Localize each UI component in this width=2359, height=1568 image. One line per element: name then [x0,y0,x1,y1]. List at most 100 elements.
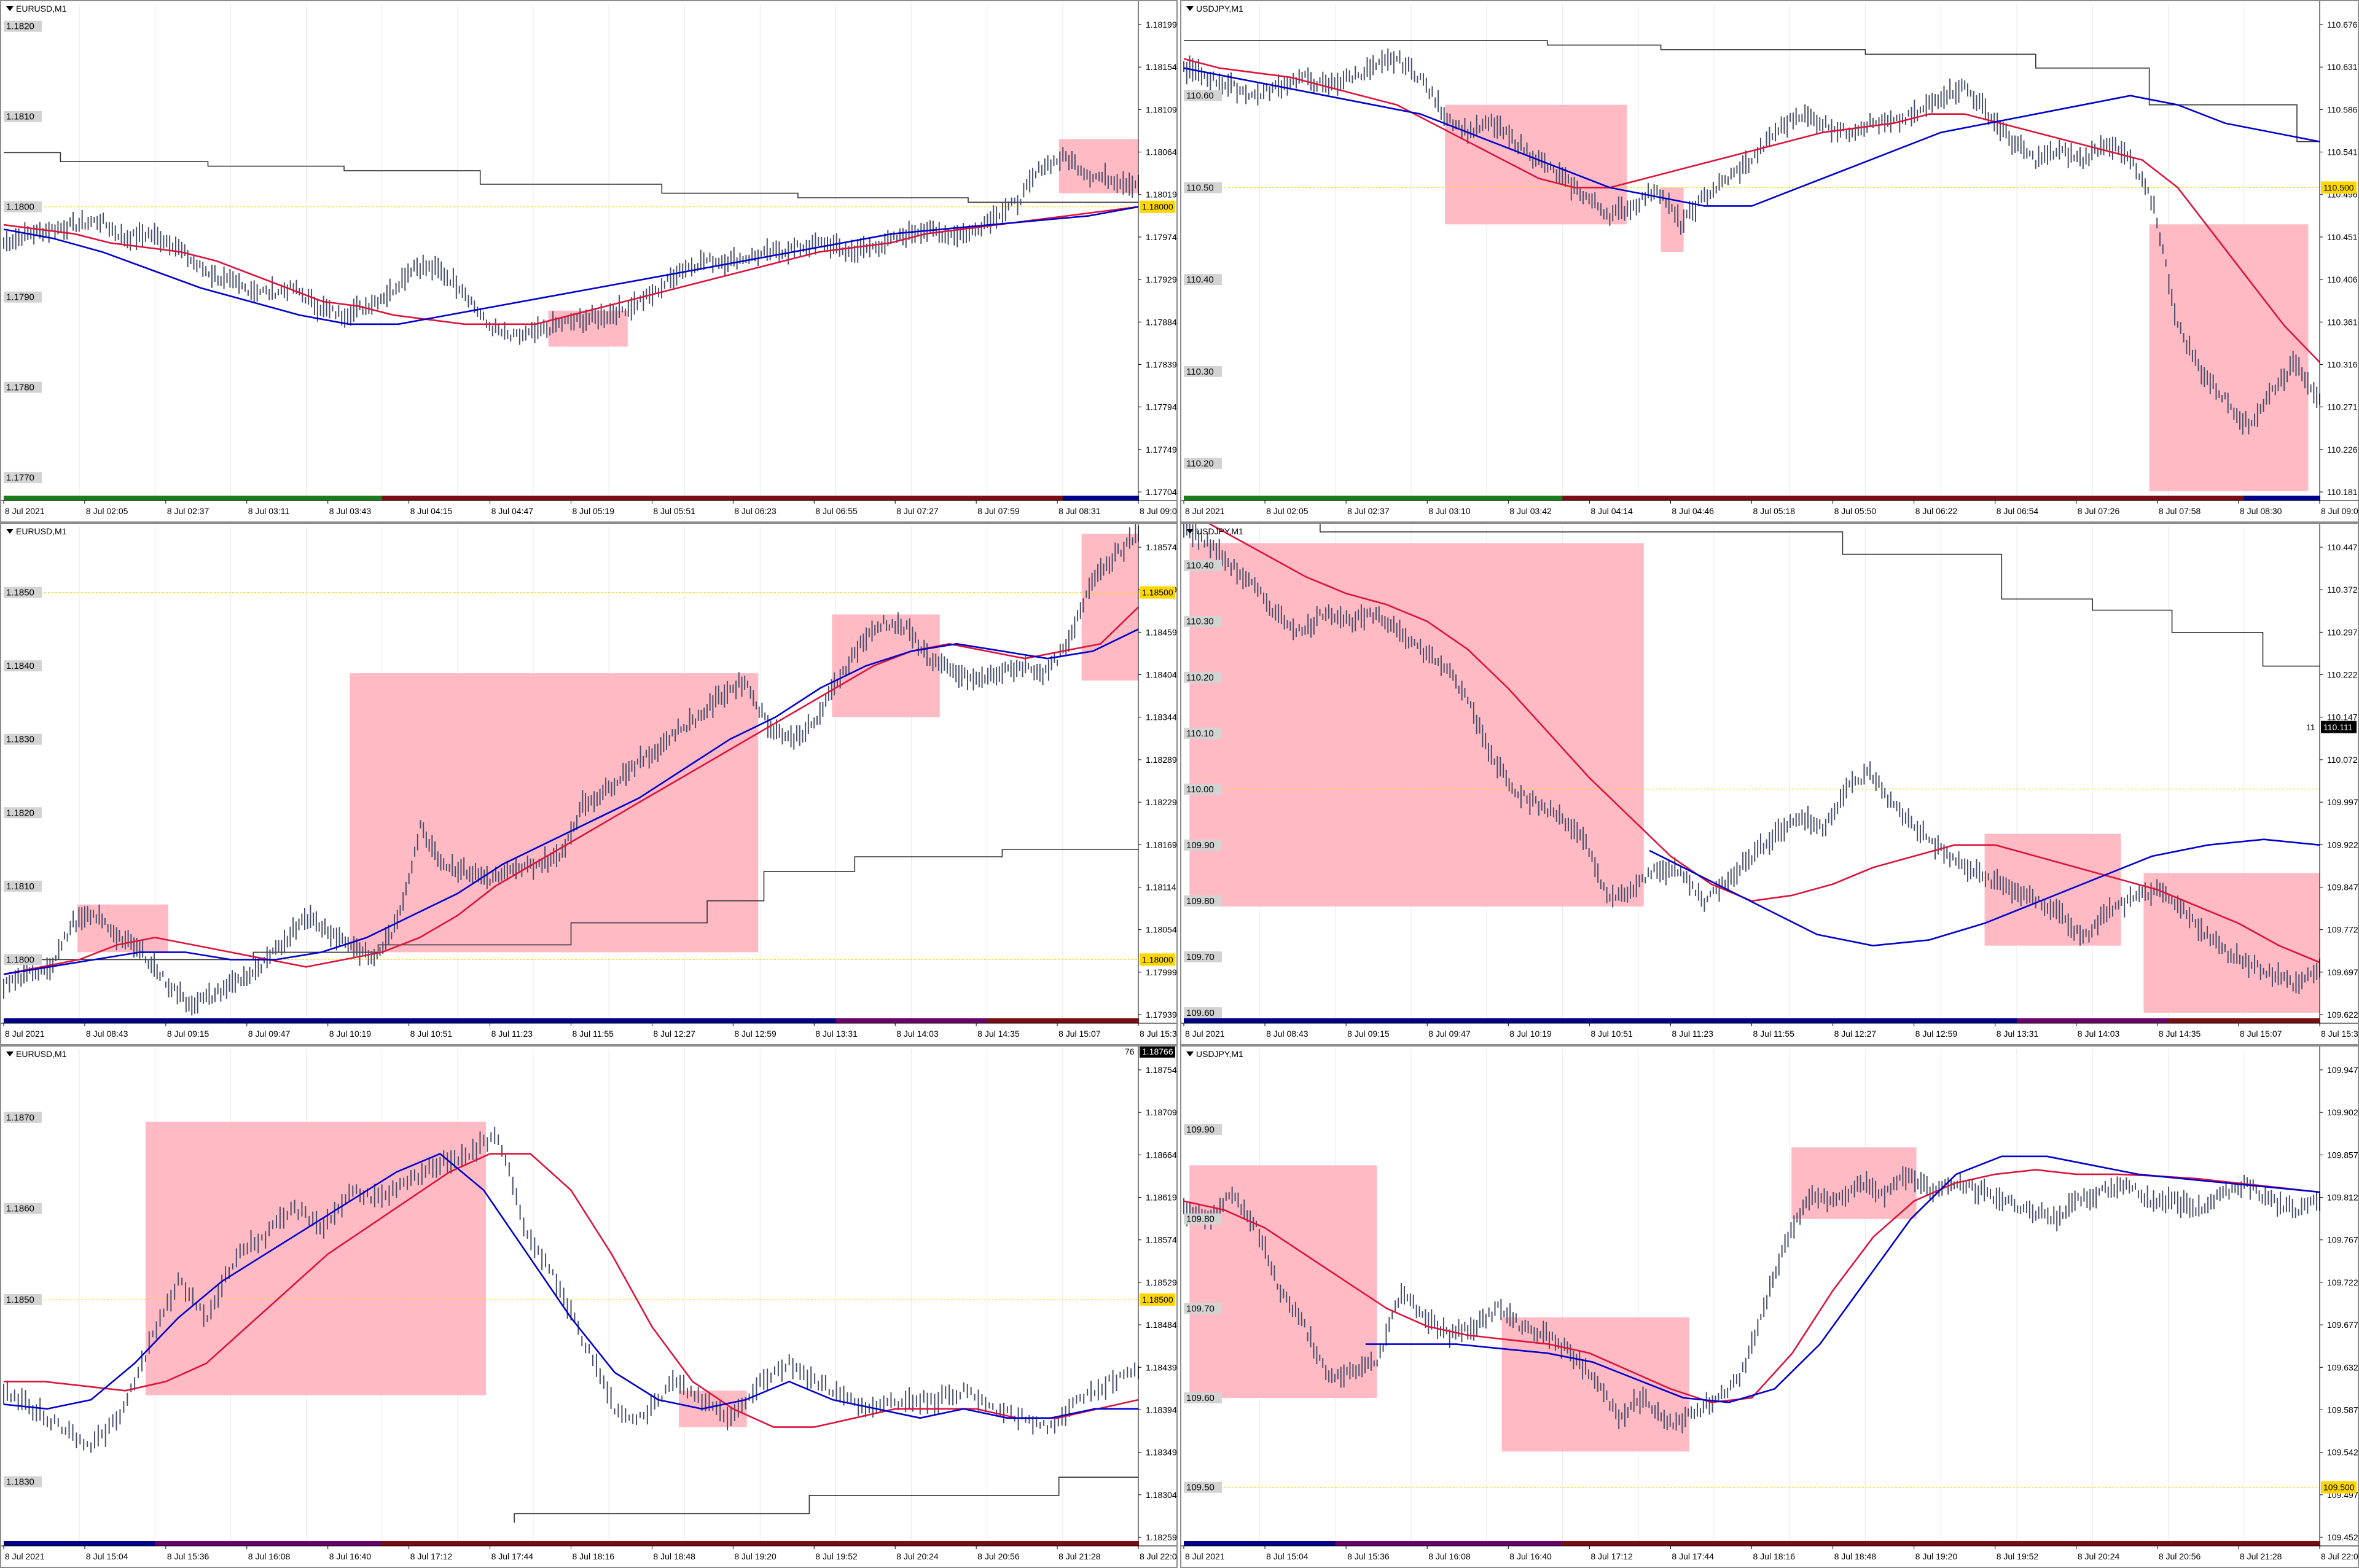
chart-title-text: USDJPY,M1 [1196,4,1243,14]
time-axis-label: 8 Jul 05:50 [1834,506,1877,516]
session-segment [1865,496,1942,501]
time-axis-label: 8 Jul 19:52 [1997,1551,2039,1561]
level-label: 1.1810 [6,112,34,122]
chart-title[interactable]: USDJPY,M1 [1186,1049,1243,1059]
yellow-price-tag-box [1140,953,1175,966]
price-axis-label: 110.147 [2327,712,2358,722]
session-segment [2168,496,2245,501]
level-label: 1.1820 [6,808,34,818]
yellow-price-tag-box [1140,1293,1175,1306]
level-label: 110.60 [1186,91,1214,101]
chart-pane-eurusd-2[interactable]: 1.185741.185191.184591.184041.183441.182… [0,523,1178,1045]
session-segment [1790,496,1866,501]
time-axis-label: 8 Jul 16:40 [329,1551,372,1561]
time-axis-label: 8 Jul 12:27 [653,1029,695,1039]
session-segment [1062,1018,1139,1023]
session-segment [4,496,80,501]
time-axis-label: 8 Jul 14:35 [2159,1029,2201,1039]
time-axis-label: 8 Jul 02:37 [167,506,209,516]
time-axis-label: 8 Jul 22:00 [2321,1551,2358,1561]
level-label: 110.40 [1186,561,1214,571]
dropdown-triangle-icon[interactable] [1186,529,1194,534]
level-labels: 110.40 110.30 110.20 110.10 110.00 109.90 109.… [1184,560,1222,1018]
chart-title[interactable]: EURUSD,M1 [6,4,66,14]
session-segment [2168,1018,2245,1023]
dropdown-triangle-icon[interactable] [6,529,14,534]
price-axis-label: 109.632 [2327,1362,2358,1372]
session-segment [1184,496,1261,501]
chart-title[interactable]: EURUSD,M1 [6,1049,66,1059]
price-candles [1183,1166,2320,1433]
price-axis-label: 1.17839 [1146,359,1176,369]
chart-pane-usdjpy-1[interactable]: 110.676 110.631 110.586 110.541 110.496 110.4… [1180,0,2359,523]
session-segment [1184,1541,1261,1546]
time-axis-label: 8 Jul 18:48 [653,1551,695,1561]
time-axis-label: 8 Jul 17:44 [1672,1551,1714,1561]
level-label: 109.50 [1186,1483,1215,1493]
chart-pane-eurusd-1[interactable]: 1.18199 1.18154 1.18109 1.18064 1.18019 1.179… [0,0,1178,523]
time-axis-label: 8 Jul 03:42 [1509,506,1552,516]
level-label: 1.1790 [6,292,34,303]
price-axis-label: 1.18574 [1146,542,1176,552]
level-label-box [1184,1481,1222,1493]
time-axis-label: 8 Jul 04:47 [491,506,534,516]
price-axis-label: 109.722 [2327,1277,2358,1287]
level-label: 1.1830 [6,735,34,745]
time-axis-label: 8 Jul 12:59 [734,1029,777,1039]
dropdown-triangle-icon[interactable] [1186,6,1194,11]
moving-average-red [1183,1169,2320,1403]
chart-pane-usdjpy-3[interactable]: 109.947 109.902 109.857 109.812 109.767 109.7… [1180,1045,2359,1568]
level-label: 109.80 [1186,896,1215,907]
moving-average-blue [3,628,1139,975]
time-axis-label: 8 Jul 15:39 [2321,1029,2358,1039]
time-axis-label: 8 Jul 18:48 [1834,1551,1877,1561]
price-axis-label: 110.406 [2327,275,2358,284]
price-axis-label: 1.17884 [1146,317,1176,327]
time-axis-label: 8 Jul 15:04 [1266,1551,1309,1561]
session-segment [306,1541,383,1546]
price-axis-label: 1.18289 [1146,755,1176,765]
level-label: 110.20 [1186,673,1214,683]
session-segment [2016,1018,2094,1023]
time-axis-label: 8 Jul 06:22 [1915,506,1958,516]
session-segment [1713,496,1791,501]
session-segment [2016,1541,2094,1546]
time-axis-label: 8 Jul 2021 [1185,1029,1225,1039]
price-axis-label: 1.18529 [1146,1277,1176,1287]
time-axis-label: 8 Jul 21:28 [1058,1551,1101,1561]
price-axis-label: 110.586 [2327,104,2358,114]
session-segment [684,1541,761,1546]
price-axis-label: 110.541 [2327,147,2358,157]
session-segment [1865,1018,1942,1023]
pink-zone-rectangle [145,1121,486,1395]
dropdown-triangle-icon[interactable] [1186,1051,1194,1056]
chart-pane-usdjpy-2[interactable]: 110.447 110.372 110.297 110.222 110.147 110.0… [1180,523,2359,1045]
level-label: 1.1850 [6,588,34,598]
level-label: 109.90 [1186,1125,1215,1135]
time-axis-label: 8 Jul 07:27 [896,506,939,516]
time-axis: 8 Jul 2021 8 Jul 15:04 8 Jul 15:36 8 Jul 16… [1183,1546,2358,1561]
chart-title[interactable]: USDJPY,M1 [1186,526,1243,536]
session-segment [2092,496,2169,501]
chart-title[interactable]: USDJPY,M1 [1186,4,1243,14]
session-segment [1941,1541,2017,1546]
session-segment [1941,496,2017,501]
level-label-box [4,201,42,213]
session-segment [155,1541,232,1546]
pink-zone-rectangle [1189,1165,1377,1398]
session-segment [1487,1018,1563,1023]
session-segment [1638,1018,1715,1023]
dropdown-triangle-icon[interactable] [6,6,14,11]
dropdown-triangle-icon[interactable] [6,1051,14,1056]
chart-title[interactable]: EURUSD,M1 [6,526,66,536]
price-axis-label: 110.631 [2327,62,2358,72]
level-label-box [4,1293,42,1305]
time-axis-label: 8 Jul 19:20 [1915,1551,1958,1561]
time-axis-label: 8 Jul 06:54 [1997,506,2039,516]
session-segment [1410,496,1488,501]
chart-pane-eurusd-3[interactable]: 1.18754 1.18709 1.18664 1.18619 1.18574 1.185… [0,1045,1178,1568]
level-label: 1.1860 [6,1204,34,1214]
time-axis-label: 8 Jul 12:27 [1834,1029,1877,1039]
price-axis-label: 1.17929 [1146,275,1176,284]
session-segment [381,1018,458,1023]
